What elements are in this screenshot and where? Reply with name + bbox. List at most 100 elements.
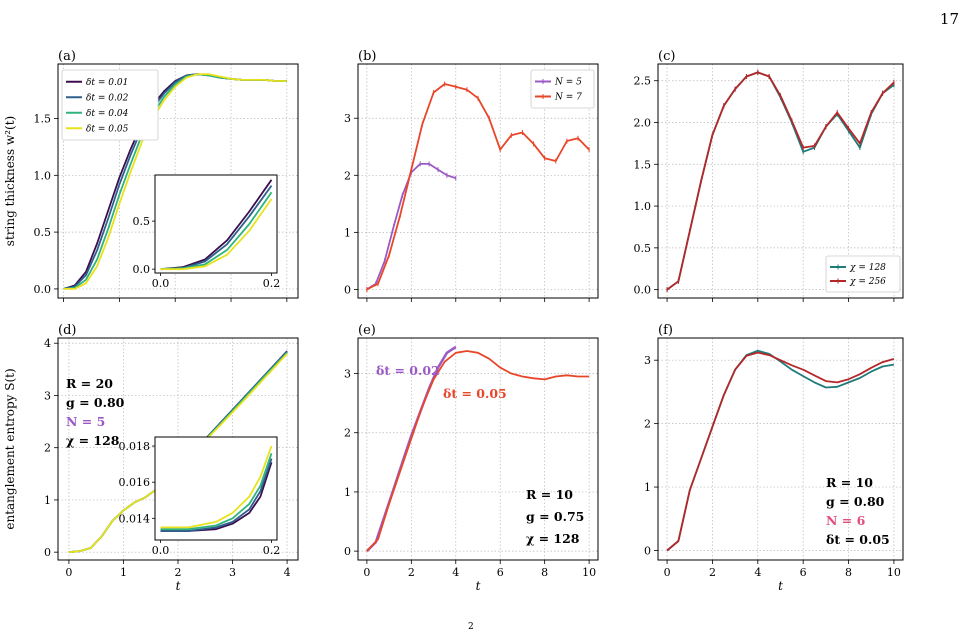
y-tick-label: 3	[44, 389, 51, 402]
y-tick-label: 2.0	[634, 117, 652, 130]
legend-entry: χ = 256	[849, 277, 886, 287]
x-tick-label: 10	[582, 566, 596, 579]
panel-label: (b)	[358, 49, 376, 64]
series-line-3	[68, 353, 288, 554]
annotation-text: N = 6	[826, 513, 866, 528]
page-number: 17	[939, 10, 959, 28]
y-tick-label: 2	[344, 169, 351, 182]
panel-label: (f)	[658, 323, 673, 338]
inset-y-tick-label: 0.018	[119, 440, 151, 453]
plot-frame	[657, 63, 904, 299]
y-tick-label: 0	[44, 546, 51, 559]
y-tick-label: 1	[644, 481, 651, 494]
x-tick-label: 8	[541, 566, 548, 579]
y-tick-label: 0.5	[634, 242, 652, 255]
inset-x-tick-label: 0.0	[152, 544, 170, 557]
legend-entry: δt = 0.04	[86, 109, 129, 119]
y-axis-label: string thickness w²(t)	[3, 116, 17, 246]
panel-label: (e)	[358, 323, 376, 338]
inset-x-tick-label: 0.2	[263, 544, 281, 557]
inset-frame	[154, 174, 278, 274]
y-tick-label: 3	[644, 354, 651, 367]
series-line-1	[666, 351, 895, 552]
figure: (a) 0.0 0.5 1.0 1.5 string thickness w²(t) δt …	[3, 49, 904, 593]
x-axis-label: t	[476, 579, 481, 593]
y-axis-label: entanglement entropy S(t)	[3, 368, 17, 529]
inset-frame	[154, 436, 278, 541]
y-tick-label: 1.5	[34, 113, 52, 126]
y-tick-label: 0.0	[634, 284, 652, 297]
y-tick-label: 1	[44, 494, 51, 507]
legend-box	[530, 69, 595, 109]
x-tick-label: 4	[452, 566, 459, 579]
plot-frame	[57, 63, 299, 299]
panel-c: (c) 0.0 0.5 1.0 1.5 2.0 2.5 χ = 128 χ = 256	[634, 49, 904, 302]
x-axis-label: t	[176, 579, 181, 593]
x-tick-label: 4	[754, 566, 761, 579]
y-tick-label: 1.0	[634, 200, 652, 213]
inset-y-tick-label: 0.0	[133, 263, 151, 276]
series-line-1	[366, 350, 590, 552]
annotation-text: χ = 128	[66, 433, 120, 448]
inset: 0.0 0.2 0.014 0.016 0.018	[119, 436, 281, 557]
legend-box	[825, 255, 901, 293]
y-tick-label: 3	[344, 368, 351, 381]
legend-box	[61, 69, 159, 141]
annotation-text: R = 10	[526, 487, 573, 502]
y-tick-label: 2.5	[634, 75, 652, 88]
x-tick-label: 2	[709, 566, 716, 579]
x-tick-label: 10	[887, 566, 901, 579]
inset-series-line-3	[160, 198, 273, 271]
y-tick-label: 4	[44, 337, 51, 350]
series-label: δt = 0.05	[443, 386, 507, 401]
panel-label: (c)	[658, 49, 675, 64]
y-tick-label: 1	[344, 226, 351, 239]
series-line-3	[63, 73, 287, 290]
annotation-text: N = 5	[66, 414, 105, 429]
y-tick-label: 1.0	[34, 169, 52, 182]
panel-label: (d)	[58, 323, 76, 338]
inset-y-tick-label: 0.5	[133, 215, 151, 228]
panel-b: (b) 0 1 2 3 N = 5 N = 7	[344, 49, 599, 302]
x-tick-label: 0	[664, 566, 671, 579]
legend-entry: δt = 0.01	[86, 78, 128, 88]
panel-label: (a)	[58, 49, 76, 64]
x-tick-label: 3	[229, 566, 236, 579]
panel-a: (a) 0.0 0.5 1.0 1.5 string thickness w²(t) δt …	[3, 49, 299, 302]
x-tick-label: 0	[65, 566, 72, 579]
panel-d: (d) 0 1 2 3 4 0 1 2 3 4 t entanglement entropy S(t) R…	[3, 323, 299, 593]
legend: χ = 128 χ = 256	[825, 255, 901, 293]
y-tick-label: 0	[344, 283, 351, 296]
annotation-text: g = 0.75	[526, 509, 584, 524]
y-tick-label: 0.0	[34, 283, 52, 296]
series-label: δt = 0.02	[376, 363, 440, 378]
legend: δt = 0.01 δt = 0.02 δt = 0.04 δt = 0.05	[61, 69, 159, 141]
plot-frame	[57, 337, 299, 561]
annotation-text: R = 10	[826, 475, 873, 490]
x-tick-label: 6	[497, 566, 504, 579]
inset-series-line-3	[160, 445, 273, 529]
legend-entry: χ = 128	[849, 263, 886, 273]
y-tick-label: 0	[644, 544, 651, 557]
y-tick-label: 0	[344, 545, 351, 558]
legend-entry: δt = 0.02	[86, 93, 129, 103]
inset-x-tick-label: 0.0	[152, 277, 170, 290]
series-line-1	[366, 83, 590, 291]
x-axis-label: t	[778, 579, 783, 593]
y-tick-label: 3	[344, 112, 351, 125]
x-tick-label: 4	[284, 566, 291, 579]
y-tick-label: 2	[644, 418, 651, 431]
annotation-text: χ = 128	[526, 531, 580, 546]
plot-frame	[357, 63, 599, 299]
inset-series-line-2	[160, 453, 273, 531]
annotation-text: g = 0.80	[66, 395, 125, 410]
inset-background	[155, 175, 277, 273]
x-tick-label: 2	[408, 566, 415, 579]
inset: 0.0 0.2 0.0 0.5	[133, 174, 280, 290]
y-tick-label: 1.5	[634, 158, 652, 171]
inset-y-tick-label: 0.016	[119, 476, 151, 489]
x-tick-label: 6	[800, 566, 807, 579]
y-tick-label: 2	[44, 442, 51, 455]
legend-entry: δt = 0.05	[86, 124, 129, 134]
panel-f: (f) 0 2 4 6 8 10 0 1 2 3 t R = 10 g = 0.80 N = 6 δt = 0…	[644, 323, 904, 593]
